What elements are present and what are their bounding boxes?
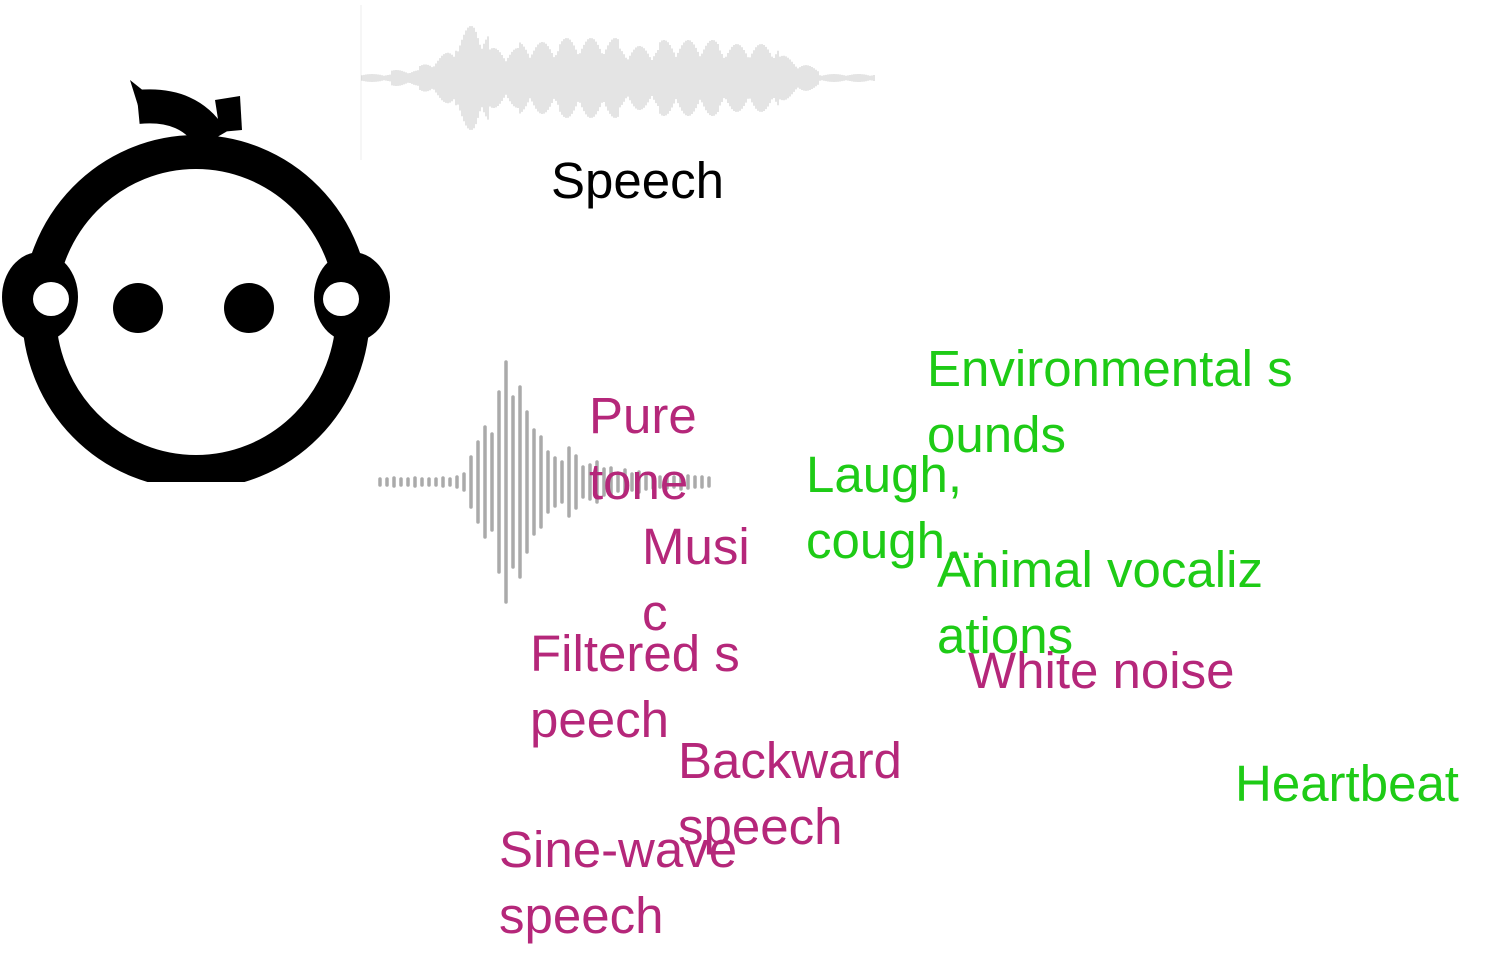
baby-face-icon	[2, 80, 390, 482]
speech-waveform-lines	[361, 26, 875, 130]
laugh-cough-label: Laugh, cough...	[806, 446, 988, 569]
speech-waveform-icon	[360, 5, 875, 160]
environmental-sounds-label: Environmental sounds	[927, 340, 1293, 463]
backward-speech-label: Backward speech	[678, 732, 902, 855]
animal-vocalizations-label: Animal vocalizations	[937, 541, 1263, 664]
tone-waveform-bars	[378, 360, 711, 604]
music-label: Music	[642, 518, 750, 641]
heartbeat-label: Heartbeat	[1235, 755, 1459, 812]
sine-wave-speech-label: Sine-wave speech	[499, 821, 738, 944]
filtered-speech-label: Filtered speech	[530, 625, 740, 748]
speech-label: Speech	[551, 152, 724, 209]
white-noise-label: White noise	[968, 642, 1235, 699]
pure-tone-label: Pure tone	[589, 387, 697, 510]
sound-waveform-icon	[378, 360, 711, 604]
